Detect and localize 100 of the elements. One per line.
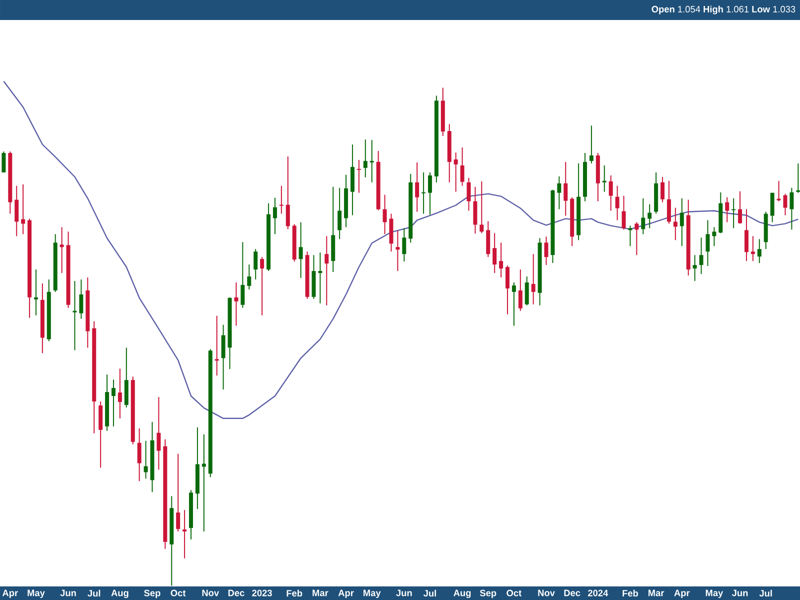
candlestick bbox=[163, 438, 168, 550]
candlestick bbox=[654, 172, 658, 214]
x-tick-label: Sep bbox=[144, 590, 160, 598]
candlestick bbox=[512, 282, 516, 326]
candlestick bbox=[92, 320, 96, 434]
x-tick-label: Dec bbox=[564, 590, 580, 596]
x-tick-label: Oct bbox=[506, 590, 522, 596]
candlestick bbox=[589, 125, 594, 164]
candlestick bbox=[583, 152, 588, 202]
candlestick bbox=[596, 152, 600, 202]
candlestick bbox=[712, 226, 716, 247]
candlestick bbox=[492, 232, 497, 274]
candlestick bbox=[338, 187, 342, 240]
candlestick bbox=[156, 396, 161, 470]
candlestick bbox=[272, 197, 277, 235]
candlestick bbox=[550, 189, 555, 264]
candlestick bbox=[130, 376, 135, 445]
candlestick bbox=[699, 237, 704, 274]
candlestick bbox=[118, 368, 122, 419]
candlestick bbox=[783, 193, 788, 216]
candlestick bbox=[440, 87, 445, 137]
candlestick bbox=[480, 180, 484, 234]
candlestick bbox=[105, 374, 110, 432]
candlestick bbox=[738, 190, 742, 224]
candlestick bbox=[428, 172, 432, 216]
candlestick bbox=[112, 379, 116, 427]
candlestick bbox=[648, 204, 652, 229]
x-tick-label: Mar bbox=[312, 590, 328, 596]
x-tick-label: Jul bbox=[88, 590, 100, 597]
x-tick-label: Mar bbox=[648, 590, 664, 596]
candlestick bbox=[725, 196, 730, 223]
candlestick bbox=[228, 296, 232, 370]
candlestick bbox=[60, 226, 64, 274]
candlestick bbox=[21, 184, 26, 235]
candlestick bbox=[79, 278, 84, 320]
candlestick bbox=[666, 180, 671, 224]
candlestick bbox=[564, 161, 568, 216]
candlestick bbox=[422, 172, 426, 214]
candlestick bbox=[292, 224, 296, 262]
candlestick bbox=[176, 453, 180, 532]
candlestick bbox=[40, 282, 44, 354]
candlestick bbox=[312, 254, 316, 300]
candlestick bbox=[615, 185, 620, 221]
candlestick bbox=[408, 173, 413, 244]
candlestick bbox=[531, 254, 536, 305]
candlestick bbox=[350, 144, 354, 216]
candlestick bbox=[389, 213, 394, 252]
candlestick bbox=[634, 222, 639, 256]
candlestick bbox=[757, 238, 762, 264]
x-tick-label: Aug bbox=[111, 590, 128, 598]
x-tick-label: Feb bbox=[286, 590, 302, 597]
candlestick bbox=[518, 269, 522, 312]
candlestick bbox=[279, 185, 284, 214]
candlestick bbox=[98, 400, 103, 468]
x-tick-label: May bbox=[28, 590, 45, 598]
candlestick bbox=[382, 194, 387, 235]
candlestick bbox=[466, 177, 471, 212]
candlestick bbox=[72, 280, 77, 351]
candlestick bbox=[260, 256, 264, 316]
candlestick bbox=[144, 440, 148, 480]
candlestick bbox=[66, 231, 70, 308]
candlestick bbox=[750, 236, 755, 262]
x-tick-label: Jun bbox=[396, 590, 412, 596]
candlestick bbox=[28, 218, 32, 318]
candlestick bbox=[298, 222, 303, 278]
candlestick bbox=[673, 207, 678, 241]
candlestick bbox=[370, 140, 374, 183]
candlestick bbox=[776, 180, 781, 202]
candlestick bbox=[415, 162, 420, 212]
candlestick bbox=[602, 164, 606, 192]
candlestick bbox=[234, 282, 238, 326]
candlestick bbox=[402, 228, 406, 262]
candlestick bbox=[628, 225, 632, 247]
candlestick bbox=[692, 254, 697, 282]
candlestick bbox=[208, 348, 212, 478]
candlestick bbox=[764, 211, 768, 250]
candlestick bbox=[486, 220, 490, 258]
x-tick-label: Sep bbox=[480, 590, 496, 598]
candlestick bbox=[34, 269, 38, 316]
candlestick bbox=[396, 230, 400, 272]
candlestick bbox=[718, 192, 723, 234]
candlestick bbox=[214, 315, 219, 376]
text: Open 1.054 High 1.061 Low 1.033 bbox=[652, 6, 796, 14]
candlestick bbox=[622, 195, 626, 230]
x-tick-label: Nov bbox=[538, 590, 555, 596]
candlestick bbox=[286, 156, 290, 230]
candlestick bbox=[608, 174, 613, 212]
candlestick bbox=[576, 162, 581, 241]
candlestick bbox=[356, 159, 361, 194]
candlestick bbox=[46, 278, 51, 342]
candlestick bbox=[331, 186, 336, 272]
candlestick bbox=[137, 428, 142, 482]
candlestick bbox=[680, 198, 684, 247]
candlestick bbox=[182, 510, 187, 559]
candlestick bbox=[570, 196, 574, 247]
candlestick bbox=[660, 176, 665, 203]
x-tick-label: May bbox=[706, 590, 724, 598]
candlestick bbox=[770, 192, 774, 223]
candlestick bbox=[376, 150, 380, 211]
x-tick-label: Jul bbox=[759, 590, 772, 597]
